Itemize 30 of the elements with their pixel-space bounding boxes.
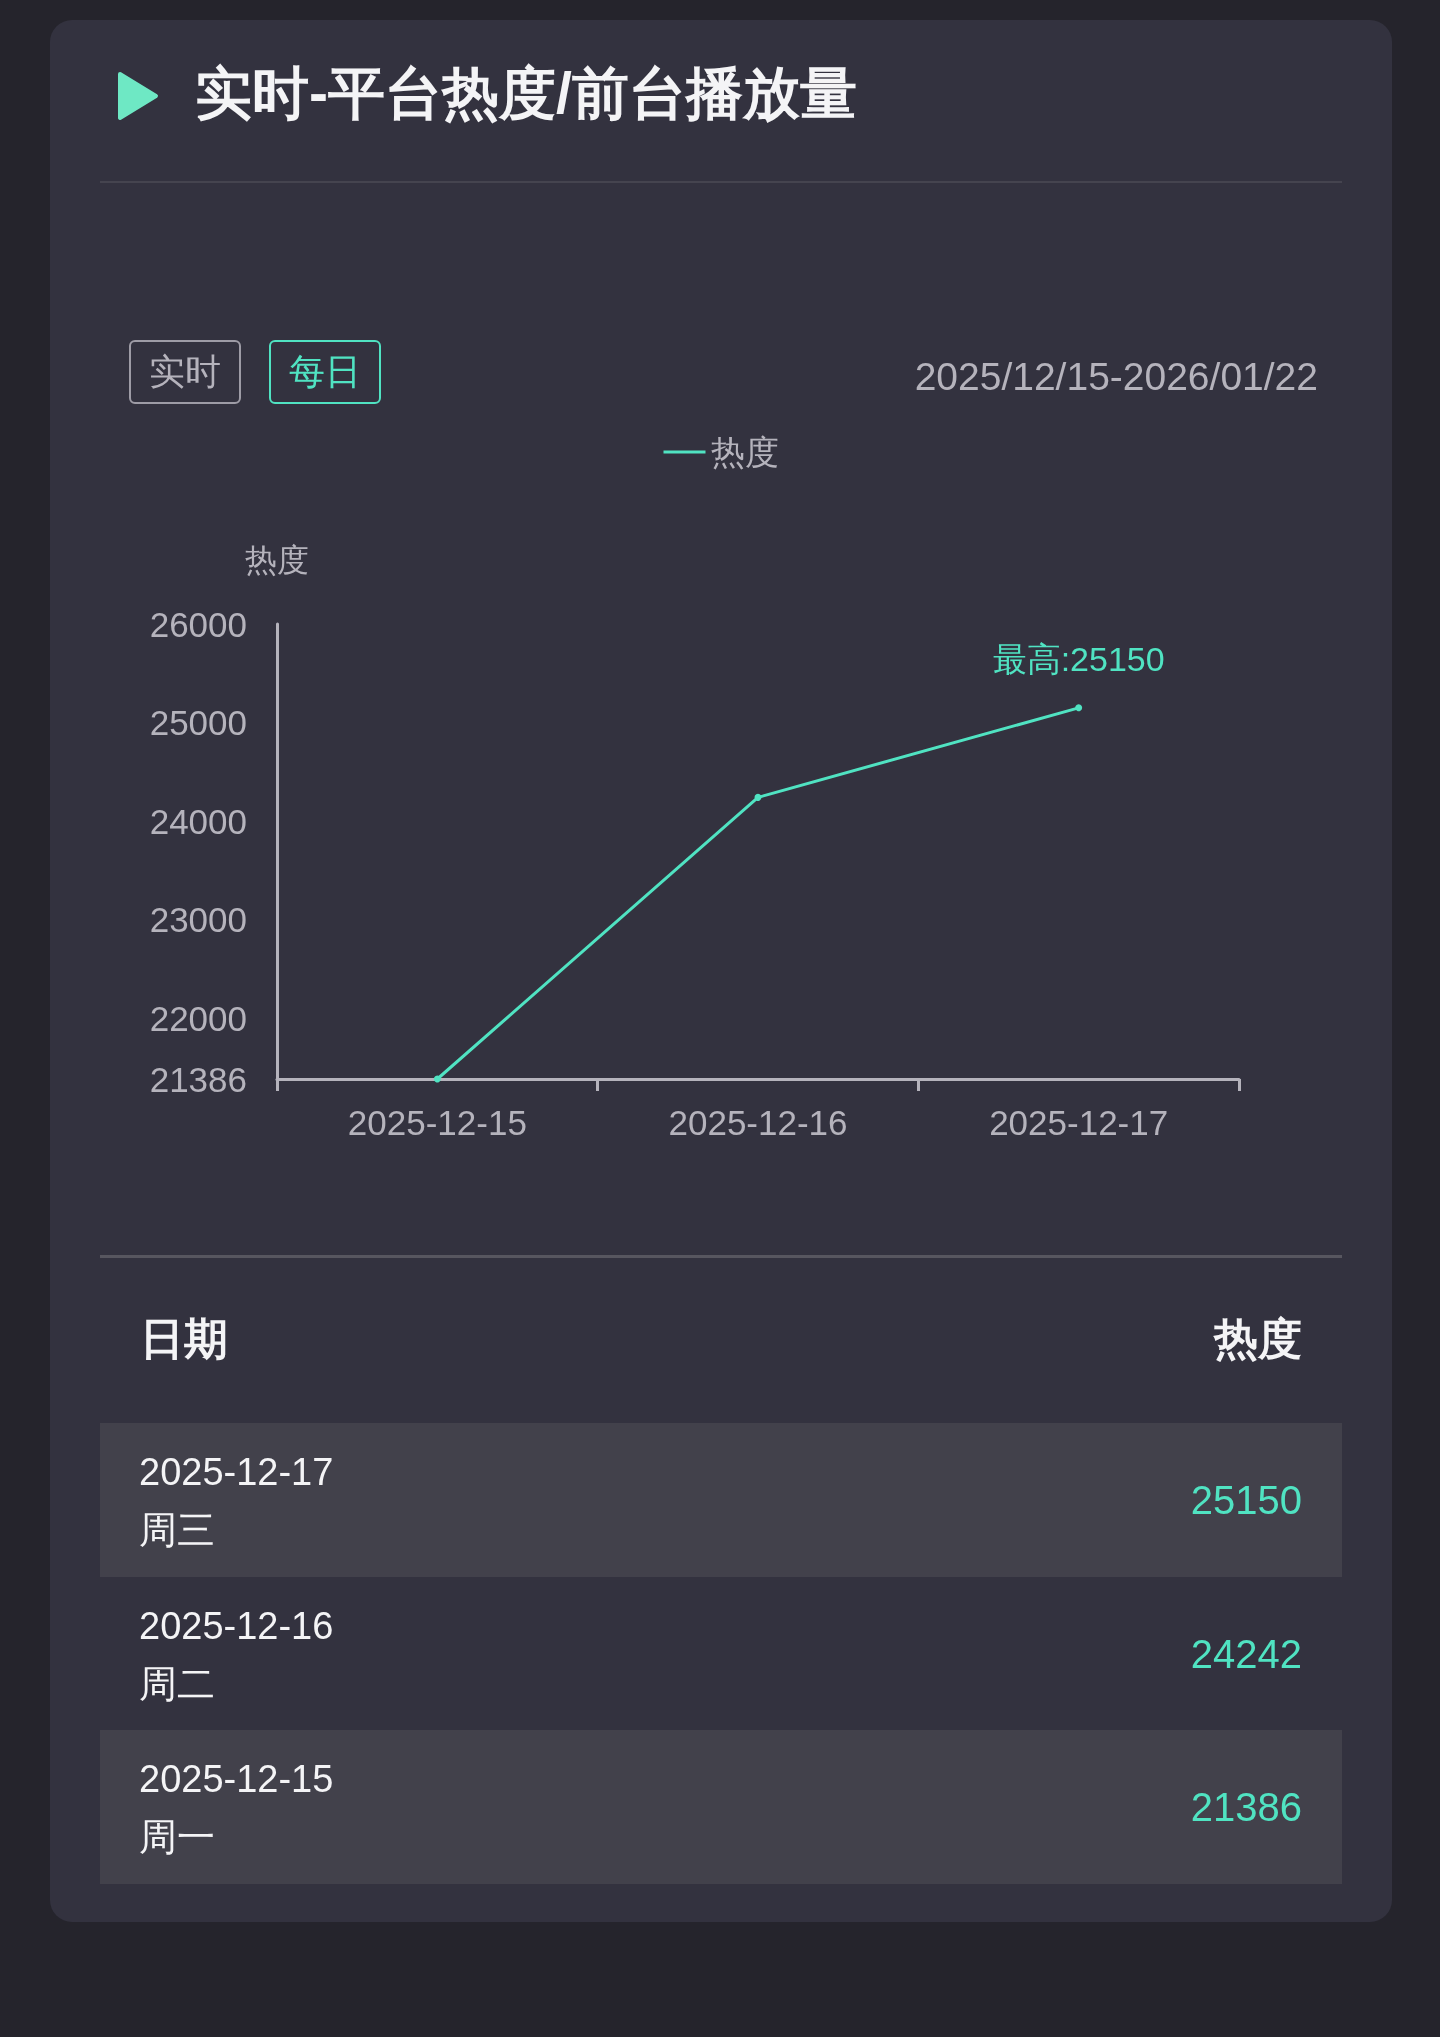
y-tick-label: 22000 (149, 998, 247, 1038)
y-axis-title: 热度 (245, 542, 309, 578)
point (754, 793, 762, 801)
text: 2025-12-17 (139, 1451, 334, 1493)
tab: 每日 (269, 340, 381, 404)
annotation: 最高:25150 (992, 639, 1165, 678)
y-tick-label: 21386 (149, 1059, 247, 1099)
text: 2025-12-16 (139, 1604, 334, 1647)
y-tick-label: 24000 (149, 801, 247, 841)
y-tick-label: 25000 (149, 703, 247, 743)
chart-title: 实时-平台热度/前台播放量 (195, 61, 857, 125)
text: 2025-12-15 (139, 1758, 334, 1800)
point (433, 1075, 441, 1083)
text: 24242 (1190, 1631, 1302, 1676)
point (1075, 704, 1083, 712)
text: 周二 (139, 1662, 215, 1705)
y-tick-label: 23000 (149, 900, 247, 940)
text: 日期 (140, 1314, 228, 1363)
text: 周三 (139, 1509, 215, 1551)
x-tick-label: 2025-12-16 (668, 1103, 848, 1142)
y-tick-label: 26000 (149, 604, 247, 644)
x-tick-label: 2025-12-17 (989, 1103, 1169, 1142)
x-tick-label: 2025-12-15 (347, 1103, 527, 1142)
text: 热度 (1214, 1314, 1302, 1363)
legend-label: 热度 (710, 433, 779, 471)
text: 周一 (139, 1816, 215, 1858)
text: 25150 (1190, 1478, 1302, 1522)
text: 21386 (1190, 1785, 1302, 1829)
chart-subtitle: 2025/12/15-2026/01/22 (914, 355, 1318, 398)
tab: 实时 (129, 340, 241, 404)
